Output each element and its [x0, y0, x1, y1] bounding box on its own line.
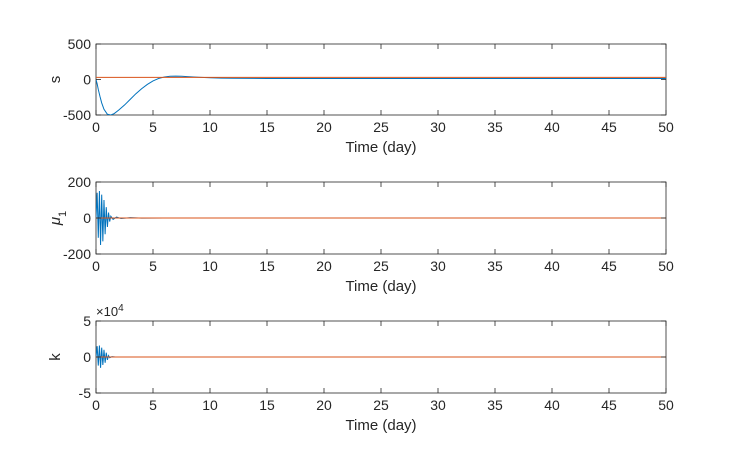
y-exponent-label: ×104 — [96, 303, 124, 320]
x-tick-label: 45 — [601, 258, 617, 274]
x-tick-label: 10 — [202, 119, 218, 135]
y-axis-label: k — [47, 353, 64, 361]
x-tick-label: 40 — [544, 119, 560, 135]
x-tick-label: 25 — [373, 119, 389, 135]
y-tick-label: 500 — [68, 36, 92, 52]
y-tick-label: -200 — [63, 246, 91, 262]
x-tick-label: 20 — [316, 119, 332, 135]
x-tick-label: 35 — [487, 119, 503, 135]
y-tick-label: -5 — [79, 385, 92, 401]
x-tick-label: 30 — [430, 119, 446, 135]
x-tick-label: 25 — [373, 397, 389, 413]
x-tick-label: 50 — [658, 119, 674, 135]
x-axis-label: Time (day) — [345, 417, 416, 434]
x-tick-label: 5 — [149, 119, 157, 135]
x-tick-label: 20 — [316, 258, 332, 274]
x-tick-label: 15 — [259, 119, 275, 135]
x-tick-label: 0 — [92, 397, 100, 413]
x-tick-label: 0 — [92, 119, 100, 135]
y-tick-label: 200 — [68, 174, 92, 190]
x-tick-label: 40 — [544, 397, 560, 413]
x-tick-label: 15 — [259, 397, 275, 413]
x-tick-label: 5 — [149, 397, 157, 413]
x-tick-label: 35 — [487, 397, 503, 413]
series-line-1 — [96, 75, 666, 115]
x-tick-label: 10 — [202, 258, 218, 274]
y-axis-label: s — [47, 76, 64, 84]
y-tick-label: 0 — [83, 349, 91, 365]
x-tick-label: 30 — [430, 397, 446, 413]
x-tick-label: 35 — [487, 258, 503, 274]
x-tick-label: 20 — [316, 397, 332, 413]
x-tick-label: 25 — [373, 258, 389, 274]
y-tick-label: 0 — [83, 72, 91, 88]
axes-box — [95, 43, 667, 116]
x-tick-label: 15 — [259, 258, 275, 274]
x-tick-label: 10 — [202, 397, 218, 413]
y-tick-label: -500 — [63, 107, 91, 123]
x-tick-label: 0 — [92, 258, 100, 274]
x-tick-label: 50 — [658, 397, 674, 413]
y-axis-label: μ1 — [47, 211, 69, 226]
x-tick-label: 45 — [601, 119, 617, 135]
x-tick-label: 40 — [544, 258, 560, 274]
x-axis-label: Time (day) — [345, 278, 416, 295]
y-tick-label: 5 — [83, 313, 91, 329]
x-tick-label: 45 — [601, 397, 617, 413]
x-tick-label: 5 — [149, 258, 157, 274]
x-tick-label: 50 — [658, 258, 674, 274]
x-axis-label: Time (day) — [345, 139, 416, 156]
x-tick-label: 30 — [430, 258, 446, 274]
y-tick-label: 0 — [83, 210, 91, 226]
